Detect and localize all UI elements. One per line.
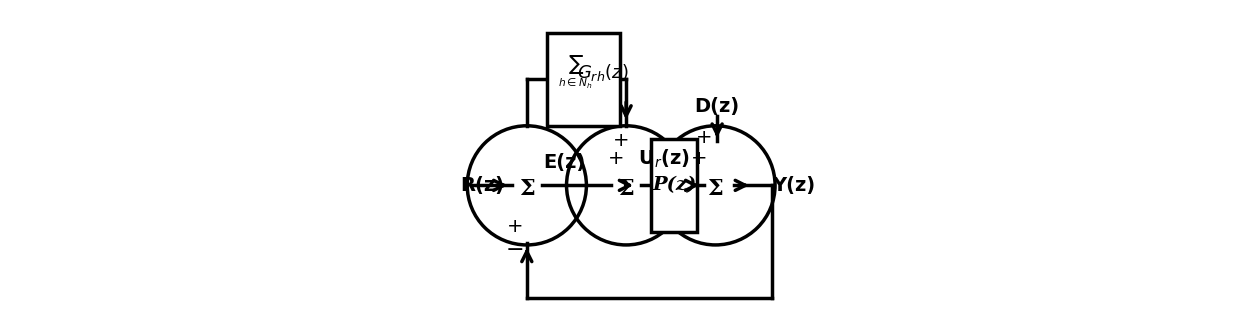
Text: Σ: Σ (618, 178, 634, 200)
Text: R(z): R(z) (461, 176, 504, 195)
Text: E(z): E(z) (544, 153, 586, 172)
Bar (650, 139, 698, 232)
Bar (546, 33, 620, 126)
Text: Y(z): Y(z) (772, 176, 815, 195)
Text: Σ: Σ (519, 178, 535, 200)
Text: +: + (507, 217, 524, 236)
Text: P(z): P(z) (652, 176, 696, 194)
Text: Σ: Σ (707, 178, 724, 200)
Text: U$_r$(z): U$_r$(z) (638, 148, 689, 170)
Text: +: + (613, 131, 629, 150)
Text: $G_{rh}(z)$: $G_{rh}(z)$ (577, 62, 628, 83)
Text: D(z): D(z) (695, 97, 740, 116)
Text: +: + (690, 149, 707, 168)
Text: −: − (506, 240, 524, 260)
Text: $\sum_{h\in N_h}$: $\sum_{h\in N_h}$ (558, 55, 592, 91)
Text: +: + (608, 149, 624, 168)
Text: +: + (695, 128, 712, 147)
